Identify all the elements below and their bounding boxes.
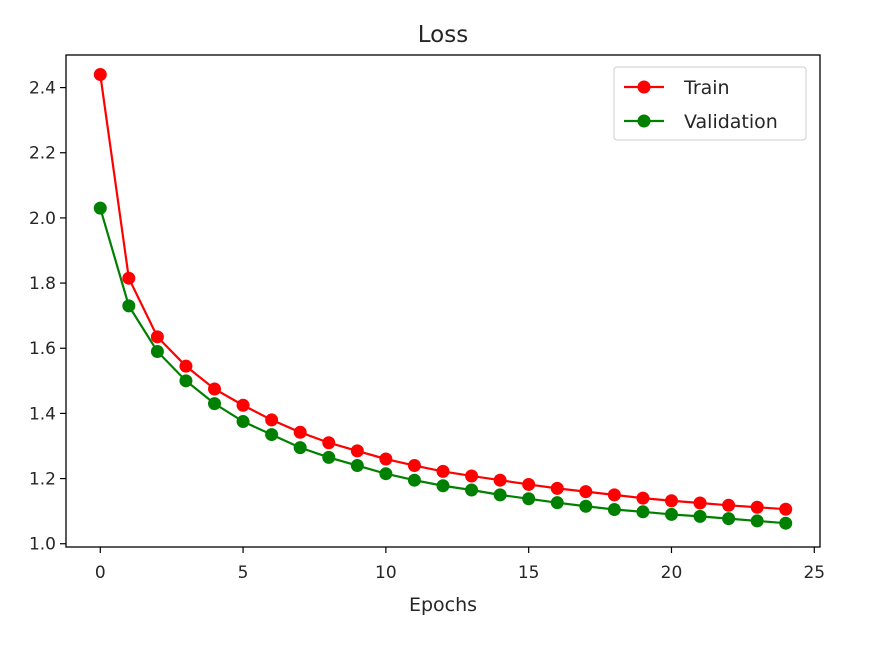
x-tick-label: 20 <box>661 563 683 583</box>
data-point <box>265 413 279 427</box>
data-point <box>350 444 364 458</box>
x-tick-label: 15 <box>518 563 540 583</box>
data-point <box>779 516 793 530</box>
series-validation <box>93 201 793 530</box>
chart-title: Loss <box>418 22 468 48</box>
data-point <box>779 502 793 516</box>
data-point <box>150 330 164 344</box>
data-point <box>236 398 250 412</box>
data-point <box>122 299 136 313</box>
legend-label: Train <box>683 77 730 99</box>
data-point <box>93 201 107 215</box>
legend-item-train: Train <box>624 77 730 99</box>
data-point <box>179 359 193 373</box>
y-tick-label: 1.4 <box>29 404 56 424</box>
data-point <box>436 464 450 478</box>
data-point <box>493 473 507 487</box>
data-point <box>322 450 336 464</box>
data-point <box>550 496 564 510</box>
data-point <box>607 488 621 502</box>
data-point <box>750 514 764 528</box>
legend-marker <box>637 80 651 94</box>
series-train <box>93 68 793 516</box>
data-point <box>493 488 507 502</box>
data-point <box>522 477 536 491</box>
data-point <box>322 436 336 450</box>
data-point <box>436 479 450 493</box>
y-tick-label: 1.0 <box>29 535 56 555</box>
data-point <box>379 467 393 481</box>
data-point <box>122 271 136 285</box>
legend-marker <box>637 114 651 128</box>
y-tick-label: 2.2 <box>29 144 56 164</box>
data-point <box>93 68 107 82</box>
data-point <box>208 397 222 411</box>
y-tick-label: 1.6 <box>29 339 56 359</box>
data-point <box>208 382 222 396</box>
data-point <box>636 505 650 519</box>
data-point <box>693 496 707 510</box>
legend-item-validation: Validation <box>624 111 778 133</box>
data-point <box>465 469 479 483</box>
data-point <box>722 512 736 526</box>
data-point <box>550 481 564 495</box>
data-point <box>293 441 307 455</box>
y-axis: 1.0 1.2 1.4 1.6 1.8 2.0 2.2 2.4 <box>29 79 66 555</box>
data-point <box>379 452 393 466</box>
data-point <box>265 428 279 442</box>
legend-label: Validation <box>684 111 778 133</box>
data-point <box>664 494 678 508</box>
data-point <box>465 483 479 497</box>
data-point <box>579 485 593 499</box>
x-tick-label: 10 <box>375 563 397 583</box>
data-point <box>636 491 650 505</box>
data-point <box>579 499 593 513</box>
data-point <box>693 509 707 523</box>
x-tick-label: 0 <box>95 563 106 583</box>
data-point <box>722 498 736 512</box>
data-point <box>150 345 164 359</box>
y-tick-label: 2.0 <box>29 209 56 229</box>
series-layer <box>93 68 793 530</box>
x-tick-label: 25 <box>803 563 825 583</box>
y-tick-label: 2.4 <box>29 79 56 99</box>
data-point <box>236 415 250 429</box>
data-point <box>750 500 764 514</box>
x-tick-label: 5 <box>238 563 249 583</box>
data-point <box>293 425 307 439</box>
y-tick-label: 1.2 <box>29 470 56 490</box>
x-axis-title: Epochs <box>409 594 477 616</box>
x-axis: 0 5 10 15 20 25 <box>95 547 825 583</box>
y-tick-label: 1.8 <box>29 274 56 294</box>
data-point <box>179 374 193 388</box>
legend: Train Validation <box>613 66 807 141</box>
data-point <box>664 507 678 521</box>
data-point <box>407 473 421 487</box>
data-point <box>407 459 421 473</box>
data-point <box>607 503 621 517</box>
data-point <box>350 459 364 473</box>
data-point <box>522 492 536 506</box>
